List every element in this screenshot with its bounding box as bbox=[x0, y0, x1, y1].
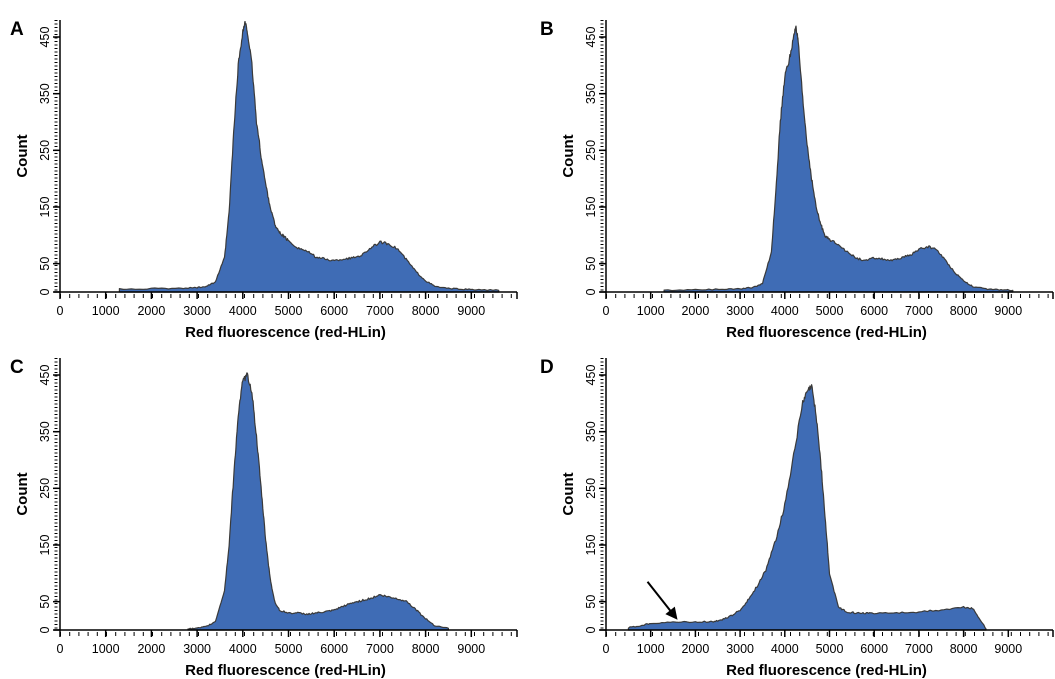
x-tick-label: 8000 bbox=[950, 642, 978, 656]
x-tick-label: 9000 bbox=[994, 304, 1022, 318]
y-tick-label: 250 bbox=[38, 140, 52, 161]
y-tick-label: 0 bbox=[584, 288, 598, 295]
x-tick-label: 4000 bbox=[229, 642, 257, 656]
x-tick-label: 6000 bbox=[860, 304, 888, 318]
x-tick-label: 4000 bbox=[771, 304, 799, 318]
x-axis-title: Red fluorescence (red-HLin) bbox=[726, 662, 927, 679]
y-tick-label: 50 bbox=[38, 257, 52, 271]
panel-letter: A bbox=[10, 19, 24, 40]
x-tick-label: 6000 bbox=[860, 642, 888, 656]
x-tick-label: 1000 bbox=[637, 304, 665, 318]
y-tick-label: 450 bbox=[38, 365, 52, 386]
x-tick-label: 4000 bbox=[229, 304, 257, 318]
y-tick-label: 350 bbox=[584, 421, 598, 442]
y-tick-label: 250 bbox=[584, 140, 598, 161]
x-tick-label: 8000 bbox=[950, 304, 978, 318]
panel-letter: B bbox=[540, 19, 554, 40]
x-tick-label: 3000 bbox=[183, 642, 211, 656]
x-tick-label: 2000 bbox=[137, 304, 165, 318]
x-tick-label: 0 bbox=[603, 304, 610, 318]
y-axis-title: Count bbox=[14, 472, 31, 515]
x-tick-label: 6000 bbox=[320, 304, 348, 318]
y-tick-label: 450 bbox=[584, 365, 598, 386]
y-tick-label: 50 bbox=[38, 595, 52, 609]
y-tick-label: 0 bbox=[584, 626, 598, 633]
y-axis-title: Count bbox=[14, 134, 31, 177]
y-tick-label: 250 bbox=[584, 478, 598, 499]
y-tick-label: 350 bbox=[38, 83, 52, 104]
x-tick-label: 0 bbox=[57, 304, 64, 318]
x-tick-label: 8000 bbox=[412, 642, 440, 656]
y-tick-label: 150 bbox=[584, 197, 598, 218]
x-tick-label: 3000 bbox=[726, 642, 754, 656]
arrow-annotation-line bbox=[646, 581, 675, 616]
x-tick-label: 0 bbox=[57, 642, 64, 656]
y-tick-label: 0 bbox=[38, 626, 52, 633]
x-tick-label: 9000 bbox=[457, 304, 485, 318]
x-tick-label: 7000 bbox=[905, 304, 933, 318]
x-axis-title: Red fluorescence (red-HLin) bbox=[185, 324, 386, 341]
x-tick-label: 1000 bbox=[637, 642, 665, 656]
y-tick-label: 0 bbox=[38, 288, 52, 295]
arrow-annotation-head bbox=[665, 606, 678, 620]
x-tick-label: 7000 bbox=[366, 304, 394, 318]
x-tick-label: 2000 bbox=[681, 642, 709, 656]
panel-d: D 0 1000 2000 3000 4000 5000 6000 7000 8000 9000 0 5… bbox=[540, 357, 1054, 679]
x-tick-label: 2000 bbox=[681, 304, 709, 318]
x-tick-label: 5000 bbox=[275, 642, 303, 656]
histogram-area bbox=[663, 25, 1014, 293]
histogram-area bbox=[187, 372, 449, 631]
x-tick-label: 3000 bbox=[726, 304, 754, 318]
x-tick-label: 0 bbox=[603, 642, 610, 656]
x-axis-title: Red fluorescence (red-HLin) bbox=[726, 324, 927, 341]
x-tick-label: 3000 bbox=[183, 304, 211, 318]
x-tick-label: 7000 bbox=[366, 642, 394, 656]
y-tick-label: 350 bbox=[584, 83, 598, 104]
y-tick-label: 250 bbox=[38, 478, 52, 499]
x-tick-label: 5000 bbox=[275, 304, 303, 318]
histogram-area bbox=[118, 21, 500, 293]
y-tick-label: 450 bbox=[38, 27, 52, 48]
x-tick-label: 1000 bbox=[92, 304, 120, 318]
y-tick-label: 50 bbox=[584, 257, 598, 271]
y-tick-label: 50 bbox=[584, 595, 598, 609]
y-tick-label: 150 bbox=[584, 535, 598, 556]
x-tick-label: 1000 bbox=[92, 642, 120, 656]
x-tick-label: 5000 bbox=[816, 304, 844, 318]
x-axis-title: Red fluorescence (red-HLin) bbox=[185, 662, 386, 679]
x-tick-label: 2000 bbox=[137, 642, 165, 656]
panel-b: B 0 1000 2000 3000 4000 5000 6000 7000 8000 9000 0 5… bbox=[540, 19, 1054, 341]
panel-letter: D bbox=[540, 357, 554, 378]
x-tick-label: 6000 bbox=[320, 642, 348, 656]
y-axis-title: Count bbox=[560, 134, 577, 177]
panel-c: C 0 1000 2000 3000 4000 5000 6000 7000 8000 9000 0 5… bbox=[10, 357, 518, 679]
x-tick-label: 4000 bbox=[771, 642, 799, 656]
x-tick-label: 9000 bbox=[994, 642, 1022, 656]
x-tick-label: 7000 bbox=[905, 642, 933, 656]
y-tick-label: 350 bbox=[38, 421, 52, 442]
x-tick-label: 5000 bbox=[816, 642, 844, 656]
x-tick-label: 8000 bbox=[412, 304, 440, 318]
y-axis-title: Count bbox=[560, 472, 577, 515]
y-tick-label: 150 bbox=[38, 535, 52, 556]
panel-letter: C bbox=[10, 357, 24, 378]
y-tick-label: 150 bbox=[38, 197, 52, 218]
histogram-area bbox=[627, 384, 987, 631]
y-tick-label: 450 bbox=[584, 27, 598, 48]
x-tick-label: 9000 bbox=[457, 642, 485, 656]
panel-a: A 0 1000 2000 3000 4000 5000 6000 7000 8000 9000 0 5… bbox=[10, 19, 518, 341]
